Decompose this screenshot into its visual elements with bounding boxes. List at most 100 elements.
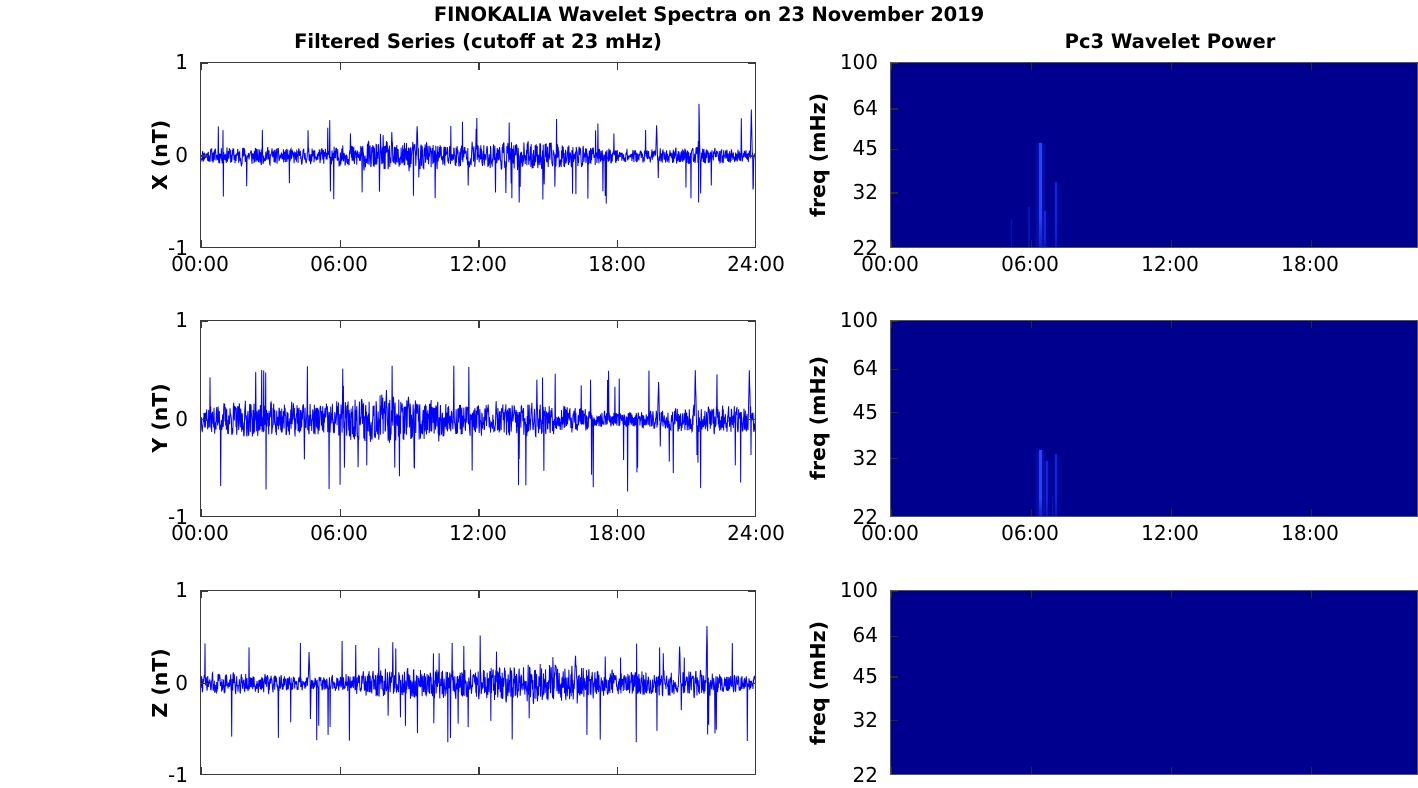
y-tick-mark <box>201 682 208 685</box>
y-tick-label: 22 <box>852 763 878 787</box>
x-tick-mark-top <box>616 63 619 70</box>
panel-z-pc3-wavelet-power <box>890 590 1418 775</box>
x-tick-label: 06:00 <box>310 252 368 276</box>
panel-x-filtered-series <box>200 62 756 248</box>
x-tick-mark <box>201 509 203 516</box>
y-tick-label: 0 <box>175 143 188 167</box>
y-tick-mark <box>891 368 898 371</box>
wavelet-power-streak <box>1010 219 1013 247</box>
x-tick-mark <box>1031 509 1033 516</box>
y-tick-mark-right <box>748 321 755 323</box>
y-tick-label: -1 <box>168 236 188 260</box>
x-tick-label: 00:00 <box>171 252 229 276</box>
y-tick-label: 1 <box>175 50 188 74</box>
wavelet-power-halo <box>1035 143 1046 247</box>
y-tick-label: 32 <box>852 445 878 470</box>
y-tick-label: 0 <box>175 406 188 431</box>
x-tick-mark <box>201 767 203 774</box>
x-tick-mark-top <box>1311 321 1313 328</box>
y-tick-label: 100 <box>839 308 878 332</box>
x-tick-mark <box>891 767 893 774</box>
x-tick-mark-top <box>478 321 480 328</box>
x-tick-mark-top <box>891 63 893 70</box>
y-tick-label: 22 <box>852 505 878 529</box>
wavelet-power-halo <box>1043 461 1050 516</box>
y-tick-mark <box>891 676 898 678</box>
x-tick-label: 24:00 <box>727 252 785 276</box>
wavelet-power-halo <box>1049 496 1055 516</box>
x-tick-label: 18:00 <box>1281 521 1339 545</box>
wavelet-power-streak <box>1045 461 1048 516</box>
x-tick-label: 18:00 <box>588 521 646 545</box>
y-tick-label: 45 <box>852 136 878 161</box>
x-tick-mark <box>616 509 619 516</box>
y-tick-label: 64 <box>852 623 878 648</box>
y-tick-mark-right <box>748 155 755 157</box>
x-tick-label: 00:00 <box>861 521 919 545</box>
x-tick-mark <box>1171 767 1173 774</box>
wavelet-power-streak <box>1039 143 1043 247</box>
y-tick-label: 0 <box>175 670 188 695</box>
x-tick-mark <box>1311 240 1313 247</box>
y-tick-mark <box>891 321 898 323</box>
y-tick-mark <box>201 418 208 421</box>
x-tick-mark <box>1031 240 1033 247</box>
x-tick-mark <box>339 509 342 516</box>
x-tick-mark <box>339 767 342 774</box>
y-tick-mark <box>891 411 898 414</box>
y-tick-mark <box>891 457 898 460</box>
x-tick-label: 12:00 <box>449 252 507 276</box>
y-tick-label: 1 <box>175 578 188 602</box>
y-tick-mark <box>201 63 208 65</box>
right-column-title: Pc3 Wavelet Power <box>1064 30 1276 53</box>
x-tick-mark-top <box>616 591 619 598</box>
y-tick-label: 1 <box>175 308 188 332</box>
wavelet-power-streak <box>1043 210 1046 247</box>
x-tick-label: 18:00 <box>588 252 646 276</box>
x-tick-mark <box>478 240 480 247</box>
x-tick-label: 06:00 <box>310 521 368 545</box>
y-tick-label: 64 <box>852 95 878 120</box>
y-tick-label: 45 <box>852 664 878 689</box>
x-tick-mark-top <box>1171 63 1173 70</box>
x-tick-mark <box>616 240 619 247</box>
y-tick-label: -1 <box>168 505 188 529</box>
left-column-title: Filtered Series (cutoff at 23 mHz) <box>294 30 662 53</box>
x-tick-mark-top <box>339 591 342 598</box>
series-trace <box>201 103 755 204</box>
panel-y-filtered-series <box>200 320 756 517</box>
x-tick-mark-top <box>201 63 203 70</box>
x-tick-label: 12:00 <box>1141 252 1199 276</box>
figure-title: FINOKALIA Wavelet Spectra on 23 November… <box>433 3 985 26</box>
x-tick-label: 00:00 <box>171 521 229 545</box>
y-tick-mark <box>891 719 898 721</box>
x-tick-mark-top <box>478 63 480 70</box>
x-tick-mark <box>1311 767 1313 774</box>
x-tick-label: 18:00 <box>1281 252 1339 276</box>
x-tick-mark-top <box>891 591 893 598</box>
wavelet-power-halo <box>1052 181 1060 247</box>
wavelet-power-halo <box>1052 453 1060 516</box>
x-tick-mark-top <box>201 321 203 328</box>
wavelet-power-halo <box>1035 450 1046 516</box>
x-tick-label: 00:00 <box>861 252 919 276</box>
x-tick-mark <box>478 767 480 774</box>
y-tick-mark <box>891 591 898 593</box>
x-tick-label: 12:00 <box>449 521 507 545</box>
x-tick-mark <box>616 767 619 774</box>
y-tick-label: -1 <box>168 763 188 787</box>
z-series-plot <box>201 626 755 743</box>
x-tick-mark <box>339 240 342 247</box>
x-tick-label: 12:00 <box>1141 521 1199 545</box>
y-tick-label: 22 <box>852 236 878 260</box>
wavelet-power-streak <box>1039 450 1043 516</box>
x-tick-mark <box>1031 767 1033 774</box>
x-tick-label: 06:00 <box>1001 252 1059 276</box>
wavelet-power-streak <box>1055 453 1058 516</box>
x-tick-mark-top <box>1171 591 1173 598</box>
y-tick-mark <box>891 63 898 65</box>
y-tick-mark <box>891 635 898 638</box>
y-tick-label: 45 <box>852 399 878 424</box>
x-tick-mark-top <box>1031 591 1033 598</box>
